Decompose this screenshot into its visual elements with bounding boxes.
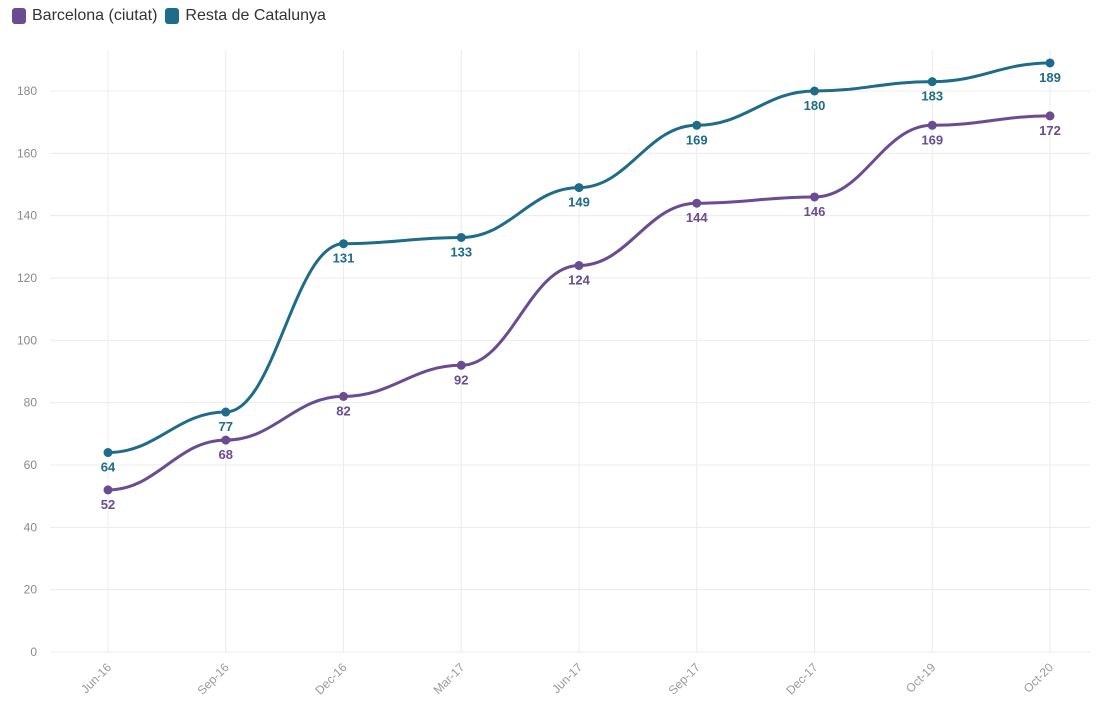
data-point: [456, 232, 466, 242]
y-tick-label: 120: [17, 271, 37, 285]
x-tick-label: Dec-16: [312, 660, 349, 697]
data-point: [103, 448, 113, 458]
data-label: 82: [336, 403, 350, 418]
data-label: 183: [921, 89, 943, 104]
data-label: 64: [101, 460, 116, 475]
y-tick-label: 100: [17, 333, 37, 347]
data-label: 52: [101, 497, 115, 512]
y-tick-label: 160: [17, 146, 37, 160]
data-point: [692, 120, 702, 130]
y-tick-label: 80: [24, 396, 38, 410]
legend-swatch-barcelona: [12, 8, 26, 24]
data-label: 133: [450, 244, 472, 259]
y-tick-label: 60: [24, 458, 38, 472]
legend: Barcelona (ciutat) Resta de Catalunya: [12, 7, 326, 25]
y-tick-label: 140: [17, 209, 37, 223]
x-tick-label: Oct-19: [903, 660, 939, 696]
data-label: 169: [921, 132, 943, 147]
data-label: 77: [219, 419, 233, 434]
data-point: [692, 198, 702, 208]
legend-label-resta: Resta de Catalunya: [185, 7, 326, 24]
series-line-barcelona: [106, 114, 1052, 492]
legend-item-resta[interactable]: Resta de Catalunya: [165, 7, 326, 25]
x-tick-label: Jun-17: [549, 660, 585, 696]
data-label: 169: [686, 132, 708, 147]
legend-item-barcelona[interactable]: Barcelona (ciutat): [12, 7, 157, 25]
data-label: 92: [454, 372, 468, 387]
data-point: [810, 86, 819, 96]
data-label: 180: [804, 98, 826, 113]
data-point: [927, 77, 937, 87]
data-point: [810, 192, 819, 202]
data-label: 146: [804, 204, 826, 219]
legend-swatch-resta: [165, 8, 180, 24]
data-point: [103, 485, 113, 495]
data-label: 131: [333, 251, 355, 266]
y-tick-label: 0: [30, 645, 37, 659]
x-tick-label: Oct-20: [1021, 660, 1057, 696]
data-label: 189: [1039, 70, 1061, 85]
data-point: [927, 120, 937, 130]
x-tick-label: Jun-16: [78, 660, 114, 696]
data-label: 172: [1039, 123, 1061, 138]
data-point: [221, 407, 231, 417]
data-point: [339, 239, 348, 249]
data-point: [1045, 58, 1055, 68]
data-point: [1045, 111, 1055, 121]
y-tick-label: 180: [17, 84, 37, 98]
legend-label-barcelona: Barcelona (ciutat): [32, 7, 158, 24]
x-tick-label: Sep-16: [195, 660, 232, 697]
series-line-resta: [106, 61, 1052, 455]
x-tick-label: Mar-17: [431, 660, 468, 697]
data-point: [221, 435, 231, 445]
data-point: [456, 360, 466, 370]
x-tick-label: Sep-17: [666, 660, 703, 697]
data-point: [339, 391, 348, 401]
data-point: [574, 261, 584, 271]
y-tick-label: 40: [24, 520, 38, 534]
data-label: 144: [686, 210, 708, 225]
x-tick-label: Dec-17: [783, 660, 820, 697]
data-point: [574, 183, 584, 193]
data-label: 149: [568, 195, 590, 210]
data-label: 68: [219, 447, 233, 462]
data-label: 124: [568, 273, 590, 288]
y-tick-label: 20: [24, 583, 38, 597]
